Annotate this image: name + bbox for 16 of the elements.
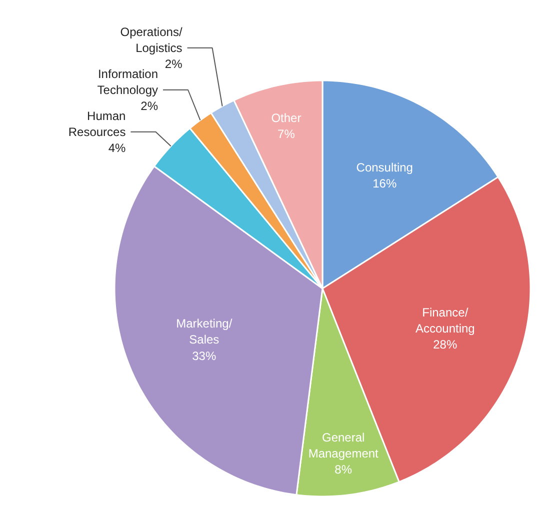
slice-label: Other bbox=[271, 111, 302, 126]
slice-label: Human Resources bbox=[68, 108, 126, 139]
slice-label: Operations/Logistics bbox=[120, 24, 183, 55]
slice-label: Finance/Accounting bbox=[415, 305, 475, 336]
data-label: 16% bbox=[372, 176, 397, 191]
slice-label: Consulting bbox=[356, 160, 413, 174]
slice-label: Marketing/Sales bbox=[176, 316, 233, 347]
slice-label: Information Technology bbox=[97, 66, 158, 97]
data-label: 8% bbox=[334, 462, 352, 477]
slice-label: General Management bbox=[308, 430, 380, 461]
data-label: 2% bbox=[164, 56, 183, 71]
data-label: 2% bbox=[140, 98, 158, 113]
data-label: 28% bbox=[433, 337, 458, 352]
data-label: 4% bbox=[108, 140, 126, 155]
data-label: 7% bbox=[278, 127, 296, 142]
data-label: 33% bbox=[192, 348, 216, 363]
